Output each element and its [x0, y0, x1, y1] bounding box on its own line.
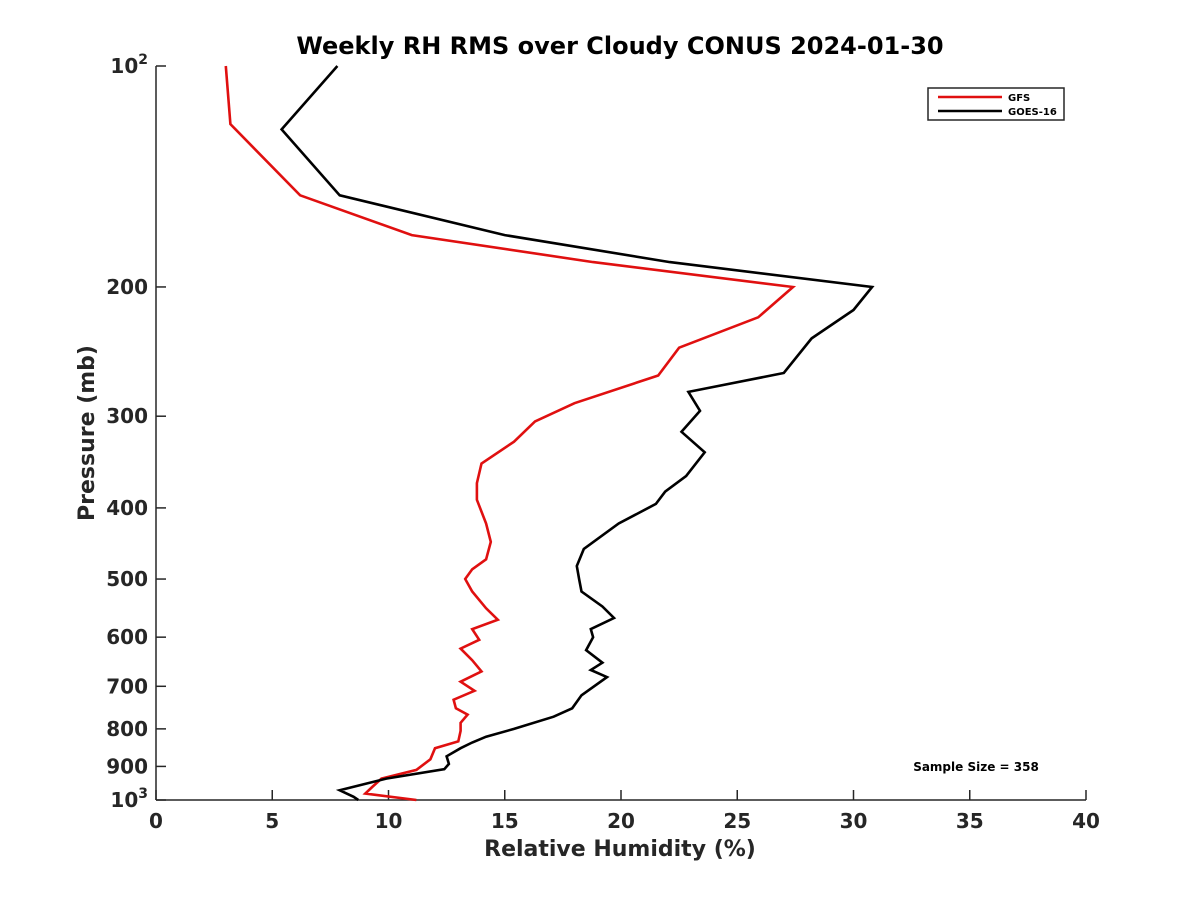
x-tick-label: 25: [723, 809, 751, 833]
y-tick-label: 700: [106, 674, 148, 698]
x-tick-label: 10: [375, 809, 403, 833]
x-tick-label: 15: [491, 809, 519, 833]
x-tick-label: 40: [1072, 809, 1100, 833]
x-tick-label: 20: [607, 809, 635, 833]
y-axis-ticks: 102 200 300 400 500 600 700 800 900 103: [106, 52, 166, 812]
y-tick-label: 300: [106, 404, 148, 428]
sample-size-annotation: Sample Size = 358: [913, 760, 1039, 774]
y-axis-label: Pressure (mb): [75, 345, 100, 521]
y-tick-label: 200: [106, 275, 148, 299]
y-tick-label: 103: [110, 786, 148, 812]
chart-title: Weekly RH RMS over Cloudy CONUS 2024-01-…: [296, 32, 943, 60]
series-line-gfs: [224, 65, 797, 802]
legend-box: [927, 87, 1065, 121]
y-tick-label: 102: [110, 52, 148, 78]
legend-label-gfs: GFS: [1008, 93, 1030, 104]
x-axis-label: Relative Humidity (%): [484, 837, 756, 862]
x-axis-ticks: 0 5 10 15 20 25 30 35 40: [149, 790, 1100, 833]
y-tick-label: 600: [106, 625, 148, 649]
y-tick-label: 800: [106, 717, 148, 741]
x-tick-label: 0: [149, 809, 163, 833]
x-tick-label: 35: [956, 809, 984, 833]
legend-label-goes-16: GOES-16: [1008, 107, 1057, 118]
x-tick-label: 5: [265, 809, 279, 833]
y-tick-label: 900: [106, 754, 148, 778]
x-tick-label: 30: [840, 809, 868, 833]
legend: GFS GOES-16: [927, 87, 1065, 121]
plot-axes: [155, 66, 1086, 801]
series-lines: [224, 65, 875, 802]
y-tick-label: 500: [106, 567, 148, 591]
series-line-goes-16: [279, 65, 875, 802]
y-tick-label: 400: [106, 496, 148, 520]
